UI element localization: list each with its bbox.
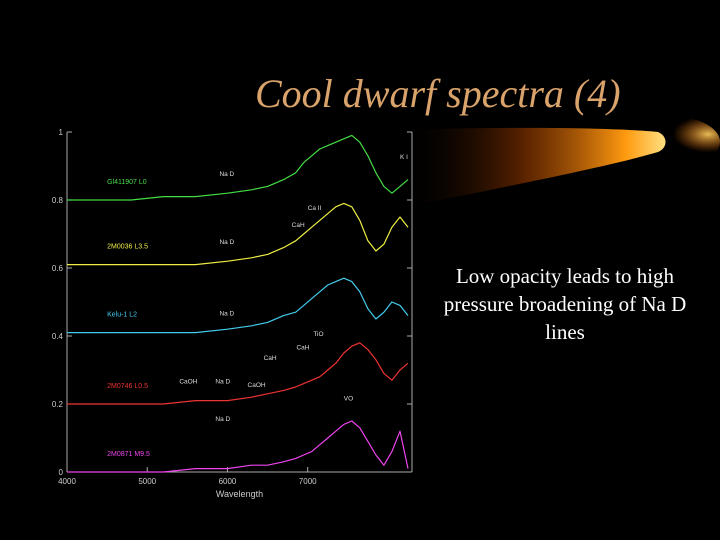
x-tick-label: 5000: [138, 477, 156, 486]
y-tick-label: 0.2: [52, 400, 64, 409]
x-tick-label: 6000: [219, 477, 237, 486]
annotation-label: CaOH: [248, 382, 266, 389]
series-line-3: [67, 342, 409, 405]
spectra-chart: 0 0.2 0.4 0.6 0.8 1 4000 5000 6000 7000 Wavelength…: [52, 128, 413, 499]
series-label-4: 2M0871 M9.5: [107, 451, 150, 458]
annotation-label: CaH: [264, 355, 277, 362]
y-tick-label: 0.8: [52, 196, 64, 205]
series-layer: [67, 134, 409, 473]
x-tick-label: 7000: [299, 477, 317, 486]
x-axis-label: Wavelength: [216, 489, 263, 499]
slide-title: Cool dwarf spectra (4): [255, 71, 621, 116]
y-tick-label: 0.6: [52, 264, 64, 273]
annotation-label: CaH: [292, 222, 305, 229]
y-tick-label: 0.4: [52, 332, 64, 341]
series-line-4: [67, 420, 409, 473]
body-text: Low opacity leads to high pressure broad…: [443, 264, 687, 344]
labels-layer: Gl411907 L0 2M0036 L3.5 Kelu-1 L2 2M0746 L0…: [107, 154, 408, 458]
annotation-label: Na D: [219, 171, 234, 178]
annotation-label: Na D: [215, 379, 230, 386]
series-label-2: Kelu-1 L2: [107, 312, 137, 319]
annotation-label: CaH: [296, 345, 309, 352]
series-line-2: [67, 277, 409, 334]
x-tick-label: 4000: [58, 477, 76, 486]
annotation-label: Ca II: [308, 205, 322, 212]
series-label-0: Gl411907 L0: [107, 179, 147, 186]
annotation-label: CaOH: [179, 379, 197, 386]
annotation-label: TiO: [313, 331, 323, 338]
annotation-label: Na D: [219, 311, 234, 318]
decorative-light-beam: [400, 116, 720, 204]
y-tick-label: 0: [59, 468, 64, 477]
series-label-3: 2M0746 L0.5: [107, 383, 148, 390]
series-label-1: 2M0036 L3.5: [107, 244, 148, 251]
series-line-0: [67, 134, 409, 201]
series-line-1: [67, 202, 409, 266]
annotation-label: Na D: [215, 416, 230, 423]
beam-glow: [620, 116, 720, 168]
annotation-label: K I: [400, 154, 408, 161]
annotation-label: VO: [344, 396, 353, 403]
annotation-label: Na D: [219, 239, 234, 246]
beam-shape: [400, 127, 666, 204]
y-tick-label: 1: [59, 128, 64, 137]
